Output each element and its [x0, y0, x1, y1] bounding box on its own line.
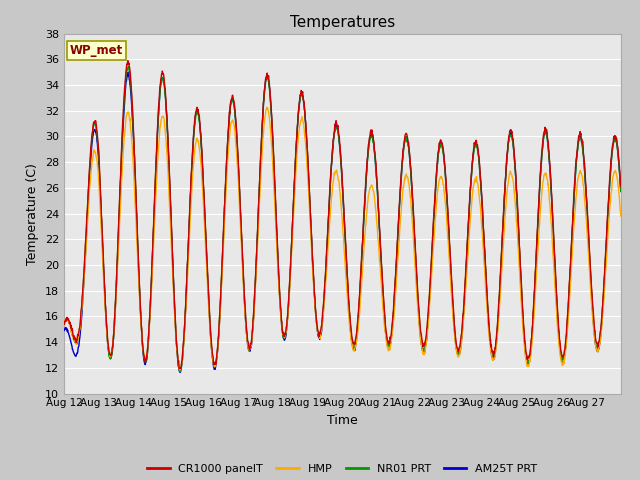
Text: WP_met: WP_met	[70, 44, 123, 58]
Legend: CR1000 panelT, HMP, NR01 PRT, AM25T PRT: CR1000 panelT, HMP, NR01 PRT, AM25T PRT	[143, 459, 542, 478]
Y-axis label: Temperature (C): Temperature (C)	[26, 163, 39, 264]
Title: Temperatures: Temperatures	[290, 15, 395, 30]
X-axis label: Time: Time	[327, 414, 358, 427]
